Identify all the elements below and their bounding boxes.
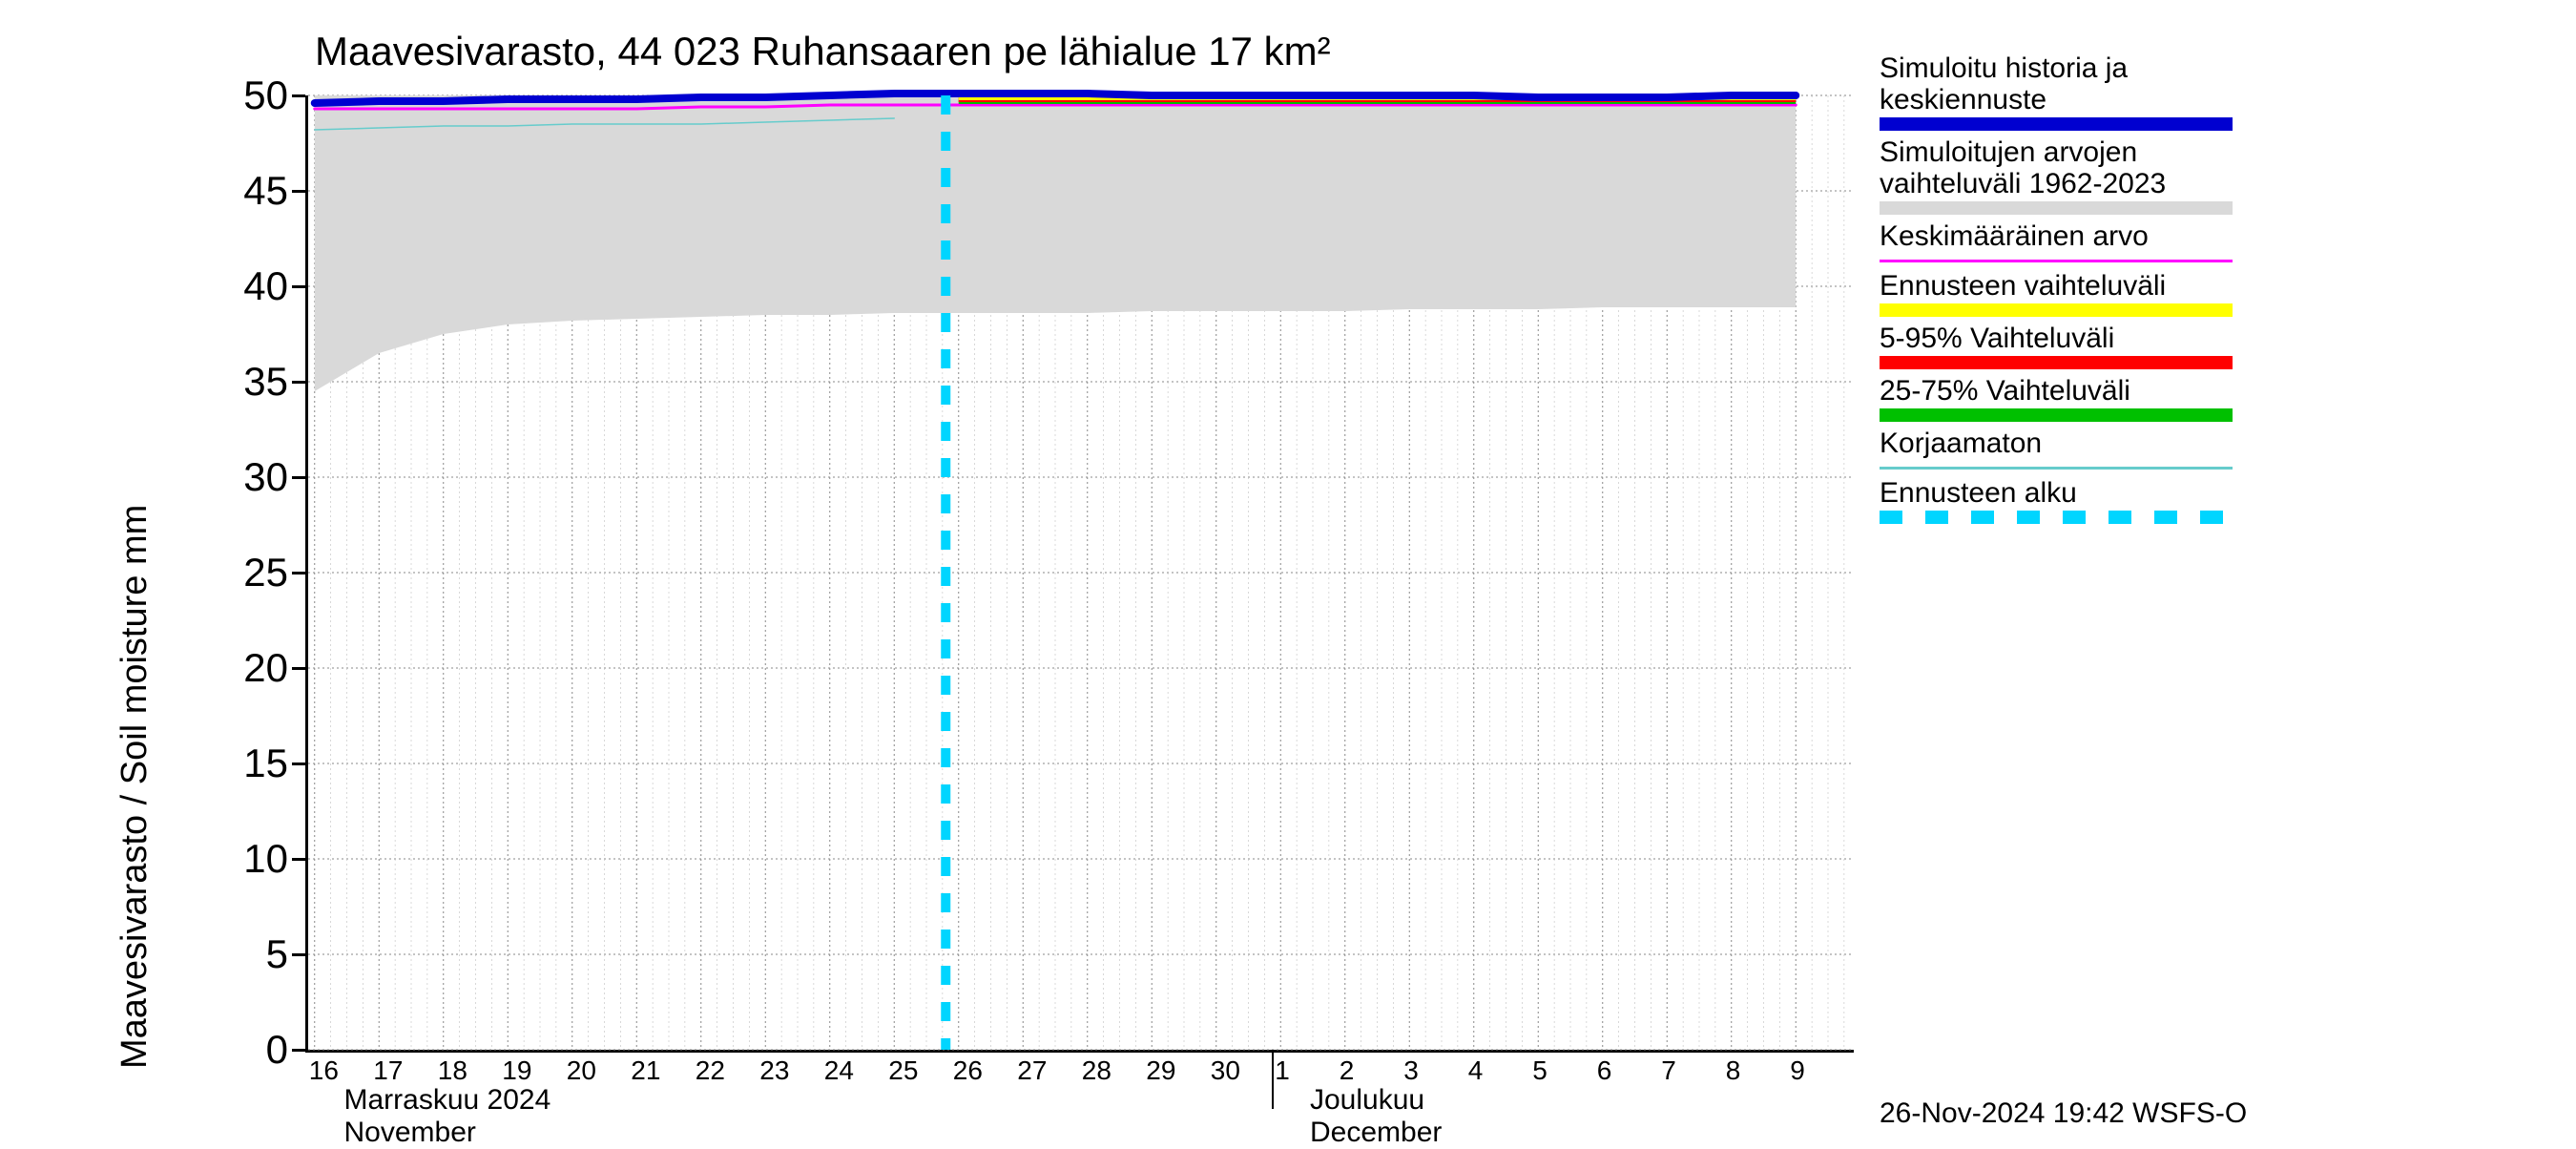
timestamp-label: 26-Nov-2024 19:42 WSFS-O	[1880, 1097, 2247, 1130]
legend-swatch	[1880, 303, 2233, 317]
legend-label: Korjaamaton	[1880, 428, 2233, 459]
legend-entry: Simuloitu historia ja keskiennuste	[1880, 52, 2233, 131]
legend-entry: Ennusteen vaihteluväli	[1880, 270, 2233, 317]
legend-entry: Ennusteen alku	[1880, 477, 2233, 524]
xtick-label: 30	[1211, 1052, 1240, 1086]
xtick-label: 1	[1275, 1052, 1290, 1086]
chart-title: Maavesivarasto, 44 023 Ruhansaaren pe lä…	[315, 29, 1331, 74]
month-label-en: December	[1310, 1117, 1442, 1149]
legend-label: Simuloitujen arvojen vaihteluväli 1962-2…	[1880, 136, 2233, 199]
xtick-label: 22	[696, 1052, 725, 1086]
xtick-label: 25	[888, 1052, 918, 1086]
month-label-fi: Marraskuu 2024	[344, 1084, 551, 1117]
legend-swatch	[1880, 201, 2233, 215]
xtick-label: 2	[1340, 1052, 1355, 1086]
month-separator	[1272, 1050, 1274, 1109]
month-label-en: November	[344, 1117, 476, 1149]
xtick-label: 4	[1468, 1052, 1484, 1086]
xtick-label: 16	[309, 1052, 339, 1086]
ytick-label: 20	[0, 645, 298, 691]
legend-swatch	[1880, 356, 2233, 369]
xtick-label: 23	[759, 1052, 789, 1086]
legend-label: 5-95% Vaihteluväli	[1880, 323, 2233, 354]
ytick-label: 35	[0, 359, 298, 405]
xtick-label: 24	[824, 1052, 854, 1086]
legend-entry: Keskimääräinen arvo	[1880, 220, 2233, 262]
xtick-label: 6	[1597, 1052, 1612, 1086]
ytick-label: 25	[0, 550, 298, 595]
ytick-label: 5	[0, 931, 298, 977]
xtick-label: 20	[567, 1052, 596, 1086]
legend-label: Keskimääräinen arvo	[1880, 220, 2233, 252]
xtick-label: 5	[1532, 1052, 1548, 1086]
legend-entry: Korjaamaton	[1880, 428, 2233, 470]
xtick-label: 7	[1661, 1052, 1676, 1086]
ytick-label: 15	[0, 741, 298, 786]
legend-entry: Simuloitujen arvojen vaihteluväli 1962-2…	[1880, 136, 2233, 215]
legend-label: Ennusteen alku	[1880, 477, 2233, 509]
legend-label: Simuloitu historia ja keskiennuste	[1880, 52, 2233, 115]
xtick-label: 3	[1403, 1052, 1419, 1086]
plot-area	[305, 95, 1854, 1053]
xtick-label: 21	[631, 1052, 660, 1086]
xtick-label: 9	[1790, 1052, 1805, 1086]
legend-swatch	[1880, 260, 2233, 262]
xtick-label: 8	[1726, 1052, 1741, 1086]
ytick-label: 50	[0, 73, 298, 118]
legend-swatch	[1880, 408, 2233, 422]
legend: Simuloitu historia ja keskiennuste Simulo…	[1880, 52, 2233, 530]
ytick-label: 40	[0, 263, 298, 309]
plot-svg	[308, 95, 1854, 1050]
xtick-label: 26	[953, 1052, 983, 1086]
legend-swatch	[1880, 511, 2233, 524]
ytick-label: 10	[0, 836, 298, 882]
xtick-label: 18	[438, 1052, 467, 1086]
legend-swatch	[1880, 117, 2233, 131]
xtick-label: 27	[1017, 1052, 1047, 1086]
legend-entry: 5-95% Vaihteluväli	[1880, 323, 2233, 369]
ytick-label: 30	[0, 454, 298, 500]
xtick-label: 19	[502, 1052, 531, 1086]
ytick-label: 45	[0, 168, 298, 214]
month-label-fi: Joulukuu	[1310, 1084, 1424, 1117]
legend-entry: 25-75% Vaihteluväli	[1880, 375, 2233, 422]
xtick-label: 17	[373, 1052, 403, 1086]
xtick-label: 28	[1082, 1052, 1111, 1086]
legend-swatch	[1880, 467, 2233, 470]
xtick-label: 29	[1146, 1052, 1175, 1086]
legend-label: Ennusteen vaihteluväli	[1880, 270, 2233, 302]
legend-label: 25-75% Vaihteluväli	[1880, 375, 2233, 407]
ytick-label: 0	[0, 1027, 298, 1073]
